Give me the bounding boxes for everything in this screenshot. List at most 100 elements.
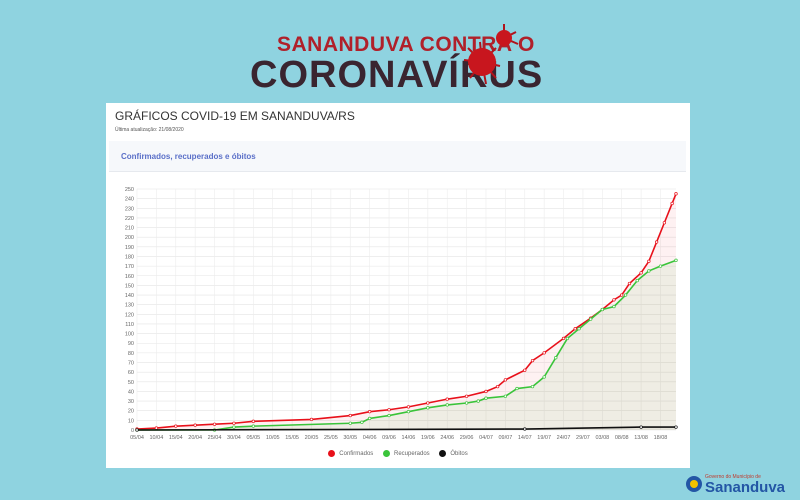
x-tick-label: 03/08 bbox=[595, 435, 609, 441]
data-point bbox=[406, 405, 411, 409]
x-tick-label: 25/04 bbox=[208, 435, 222, 441]
y-tick-label: 20 bbox=[128, 409, 134, 415]
data-point bbox=[387, 408, 391, 412]
data-point bbox=[600, 307, 604, 312]
y-tick-label: 120 bbox=[125, 312, 134, 318]
section-header: Confirmados, recuperados e óbitos bbox=[109, 141, 686, 172]
data-point bbox=[674, 425, 678, 429]
data-point bbox=[368, 410, 372, 414]
series-area-1 bbox=[137, 260, 676, 430]
data-point bbox=[573, 327, 577, 331]
y-tick-label: 240 bbox=[125, 197, 134, 203]
y-tick-label: 50 bbox=[128, 380, 134, 386]
data-point bbox=[561, 336, 566, 341]
data-point bbox=[309, 417, 314, 422]
legend-confirmados[interactable]: Confirmados bbox=[328, 450, 373, 457]
y-tick-label: 0 bbox=[131, 428, 134, 434]
data-point bbox=[426, 406, 430, 410]
x-tick-label: 30/04 bbox=[227, 435, 241, 441]
y-tick-label: 250 bbox=[125, 187, 134, 193]
data-point bbox=[542, 351, 546, 355]
legend-label: Recuperados bbox=[393, 450, 430, 457]
series-area-0 bbox=[137, 193, 676, 430]
data-point bbox=[589, 317, 593, 321]
logo-caption: Governo do Município de bbox=[705, 474, 761, 480]
legend-swatch bbox=[382, 450, 390, 457]
logo-emblem-icon bbox=[686, 476, 702, 492]
data-point bbox=[654, 240, 659, 244]
x-tick-label: 10/05 bbox=[266, 435, 280, 441]
line-chart: 0 10 20 30 40 50 60 70 80 90 100 110 120 130 140 150 160… bbox=[125, 187, 678, 441]
legend-swatch bbox=[439, 450, 447, 457]
y-tick-label: 110 bbox=[125, 322, 134, 328]
data-point bbox=[612, 304, 616, 309]
data-point bbox=[523, 368, 527, 372]
x-tick-label: 20/04 bbox=[188, 435, 202, 441]
data-point bbox=[612, 298, 616, 302]
virus-icon bbox=[463, 24, 519, 85]
y-tick-label: 130 bbox=[125, 303, 134, 309]
x-tick-label: 24/07 bbox=[557, 435, 571, 441]
y-tick-label: 160 bbox=[125, 274, 134, 280]
y-tick-label: 40 bbox=[128, 389, 134, 395]
data-point bbox=[620, 293, 624, 297]
series-line-óbitos bbox=[136, 426, 676, 431]
data-point bbox=[647, 269, 651, 273]
data-point bbox=[542, 375, 546, 379]
y-tick-label: 170 bbox=[125, 264, 134, 270]
y-tick-label: 200 bbox=[125, 235, 134, 241]
last-updated: Última atualização: 21/08/2020 bbox=[115, 127, 184, 133]
data-point bbox=[348, 421, 352, 425]
legend-label: Óbitos bbox=[450, 450, 468, 457]
data-point bbox=[565, 336, 570, 341]
data-point bbox=[484, 396, 488, 400]
x-tick-label: 14/07 bbox=[518, 435, 532, 441]
y-tick-label: 70 bbox=[128, 361, 134, 367]
x-tick-label: 25/05 bbox=[324, 435, 338, 441]
chart-card: GRÁFICOS COVID-19 EM SANANDUVA/RS Última… bbox=[106, 103, 690, 468]
data-point bbox=[464, 401, 469, 405]
legend-recuperados[interactable]: Recuperados bbox=[382, 450, 430, 457]
series-line-confirmados bbox=[136, 193, 677, 430]
data-point bbox=[670, 201, 674, 206]
data-point bbox=[464, 394, 469, 398]
x-tick-label: 19/06 bbox=[421, 435, 435, 441]
y-tick-label: 140 bbox=[125, 293, 134, 299]
x-tick-label: 29/06 bbox=[460, 435, 474, 441]
x-tick-label: 19/07 bbox=[537, 435, 551, 441]
data-point bbox=[212, 422, 217, 426]
banner: SANANDUVA CONTRA O CORONAVÍRUS bbox=[0, 0, 800, 100]
data-point bbox=[251, 419, 255, 423]
y-tick-label: 100 bbox=[125, 332, 134, 338]
y-tick-label: 80 bbox=[128, 351, 134, 357]
data-point bbox=[635, 278, 639, 283]
data-point bbox=[503, 394, 508, 398]
legend-label: Confirmados bbox=[339, 450, 374, 457]
y-tick-label: 30 bbox=[128, 399, 134, 405]
data-point bbox=[523, 427, 527, 431]
logo-name: Sananduva bbox=[705, 479, 786, 496]
y-tick-label: 190 bbox=[125, 245, 134, 251]
data-point bbox=[674, 258, 678, 262]
data-point bbox=[360, 420, 364, 424]
data-point bbox=[251, 424, 255, 428]
x-tick-label: 04/07 bbox=[479, 435, 493, 441]
data-point bbox=[503, 378, 508, 382]
data-point bbox=[658, 264, 663, 268]
data-point bbox=[577, 327, 581, 331]
data-point bbox=[193, 423, 197, 427]
data-point bbox=[426, 401, 430, 405]
data-point bbox=[495, 384, 500, 389]
x-tick-label: 15/05 bbox=[285, 435, 299, 441]
data-point bbox=[387, 413, 391, 418]
x-tick-label: 09/07 bbox=[498, 435, 512, 441]
y-tick-label: 10 bbox=[128, 418, 134, 424]
data-point bbox=[368, 416, 372, 421]
y-tick-label: 150 bbox=[125, 283, 134, 289]
y-tick-label: 90 bbox=[128, 341, 134, 347]
legend-obitos[interactable]: Óbitos bbox=[439, 450, 468, 457]
x-tick-label: 09/06 bbox=[382, 435, 396, 441]
data-point bbox=[662, 221, 667, 225]
data-point bbox=[445, 397, 449, 401]
data-point bbox=[623, 293, 628, 297]
